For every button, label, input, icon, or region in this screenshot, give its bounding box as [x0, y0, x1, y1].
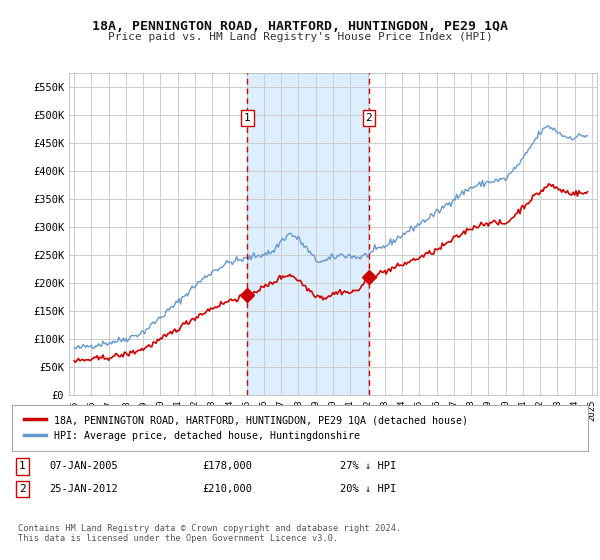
Text: 25-JAN-2012: 25-JAN-2012: [49, 484, 118, 494]
Text: £178,000: £178,000: [202, 461, 252, 472]
Text: £210,000: £210,000: [202, 484, 252, 494]
Text: 18A, PENNINGTON ROAD, HARTFORD, HUNTINGDON, PE29 1QA: 18A, PENNINGTON ROAD, HARTFORD, HUNTINGD…: [92, 20, 508, 32]
Text: 2: 2: [19, 484, 26, 494]
Text: 1: 1: [244, 113, 251, 123]
Text: 20% ↓ HPI: 20% ↓ HPI: [340, 484, 397, 494]
Bar: [247, 73, 369, 395]
Text: 1: 1: [19, 461, 26, 472]
Legend: 18A, PENNINGTON ROAD, HARTFORD, HUNTINGDON, PE29 1QA (detached house), HPI: Aver: 18A, PENNINGTON ROAD, HARTFORD, HUNTINGD…: [20, 411, 472, 445]
Text: 27% ↓ HPI: 27% ↓ HPI: [340, 461, 397, 472]
Text: 07-JAN-2005: 07-JAN-2005: [49, 461, 118, 472]
Text: Price paid vs. HM Land Registry's House Price Index (HPI): Price paid vs. HM Land Registry's House …: [107, 32, 493, 43]
Text: Contains HM Land Registry data © Crown copyright and database right 2024.
This d: Contains HM Land Registry data © Crown c…: [18, 524, 401, 543]
Text: 2: 2: [365, 113, 372, 123]
